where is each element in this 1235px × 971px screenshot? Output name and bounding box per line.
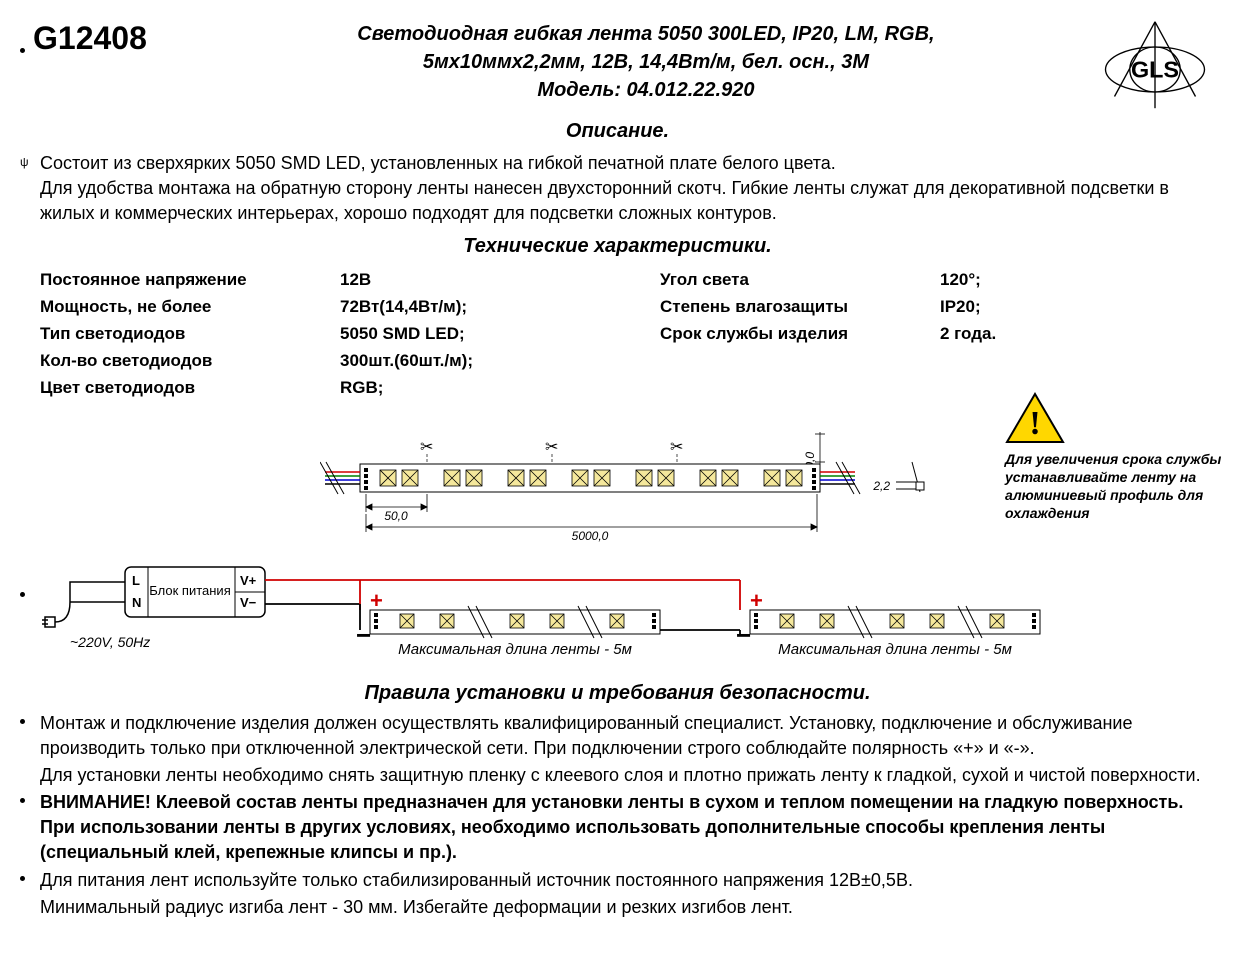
description-title: Описание.	[20, 120, 1215, 143]
strip-diagram-area: 10,0 ✂ ✂ ✂	[20, 422, 1215, 542]
svg-text:GLS: GLS	[1131, 57, 1179, 83]
svg-text:5000,0: 5000,0	[572, 529, 609, 542]
svg-text:−: −	[356, 620, 371, 650]
svg-text:✂: ✂	[420, 439, 433, 456]
svg-text:50,0: 50,0	[384, 509, 408, 523]
rule-text: Для питания лент используйте только стаб…	[40, 868, 1215, 893]
svg-text:N: N	[132, 595, 141, 610]
svg-text:V+: V+	[240, 573, 257, 588]
specs-left-values: 12В 72Вт(14,4Вт/м); 5050 SMD LED; 300шт.…	[340, 266, 600, 402]
svg-text:−: −	[736, 620, 751, 650]
warning-text: Для увеличения срока службы устанавливай…	[1005, 450, 1225, 523]
specs-table: Постоянное напряжение Мощность, не более…	[20, 266, 1215, 402]
specs-title: Технические характеристики.	[20, 235, 1215, 258]
desc-line1: Состоит из сверхярких 5050 SMD LED, уста…	[40, 151, 1215, 176]
wiring-bullet	[20, 592, 25, 597]
title-line3: Модель: 04.012.22.920	[197, 76, 1095, 104]
rule-text: Монтаж и подключение изделия должен осущ…	[40, 711, 1215, 761]
warning-box: ! Для увеличения срока службы устанавлив…	[1005, 392, 1225, 523]
title-line1: Светодиодная гибкая лента 5050 300LED, I…	[197, 20, 1095, 48]
warning-icon: !	[1005, 392, 1065, 444]
rules-title: Правила установки и требования безопасно…	[20, 682, 1215, 705]
svg-text:✂: ✂	[670, 439, 683, 456]
svg-text:L: L	[132, 573, 140, 588]
gls-logo: GLS	[1095, 20, 1215, 110]
product-code: G12408	[33, 20, 147, 57]
desc-marker: ψ	[20, 151, 40, 227]
svg-text:Максимальная длина ленты - 5м: Максимальная длина ленты - 5м	[778, 641, 1012, 658]
wiring-diagram: ~220V, 50Hz L N Блок питания V+ V− + −	[40, 552, 1140, 672]
svg-text:!: !	[1029, 405, 1040, 442]
svg-text:Максимальная длина ленты - 5м: Максимальная длина ленты - 5м	[398, 641, 632, 658]
wiring-diagram-area: ~220V, 50Hz L N Блок питания V+ V− + −	[20, 552, 1215, 672]
specs-left-labels: Постоянное напряжение Мощность, не более…	[40, 266, 340, 402]
rule-text: Минимальный радиус изгиба лент - 30 мм. …	[40, 895, 1215, 920]
svg-text:+: +	[370, 588, 383, 613]
svg-text:V−: V−	[240, 595, 257, 610]
led-strip-diagram: 10,0 ✂ ✂ ✂	[320, 422, 970, 542]
svg-text:Блок питания: Блок питания	[149, 583, 230, 598]
svg-text:+: +	[750, 588, 763, 613]
specs-right-values: 120°; IP20; 2 года.	[940, 266, 996, 402]
rules-list: Монтаж и подключение изделия должен осущ…	[20, 711, 1215, 921]
svg-text:~220V, 50Hz: ~220V, 50Hz	[70, 634, 150, 650]
header-bullet	[20, 48, 25, 53]
rule-text: Для установки ленты необходимо снять защ…	[40, 763, 1215, 788]
title-block: Светодиодная гибкая лента 5050 300LED, I…	[197, 20, 1095, 104]
specs-right-labels: Угол света Степень влагозащиты Срок служ…	[660, 266, 940, 402]
svg-text:✂: ✂	[545, 439, 558, 456]
description-text: Состоит из сверхярких 5050 SMD LED, уста…	[40, 151, 1215, 227]
rule-text: ВНИМАНИЕ! Клеевой состав ленты предназна…	[40, 790, 1215, 866]
svg-text:2,2: 2,2	[872, 479, 890, 493]
desc-line2: Для удобства монтажа на обратную сторону…	[40, 176, 1215, 226]
title-line2: 5мх10ммх2,2мм, 12В, 14,4Вт/м, бел. осн.,…	[197, 48, 1095, 76]
